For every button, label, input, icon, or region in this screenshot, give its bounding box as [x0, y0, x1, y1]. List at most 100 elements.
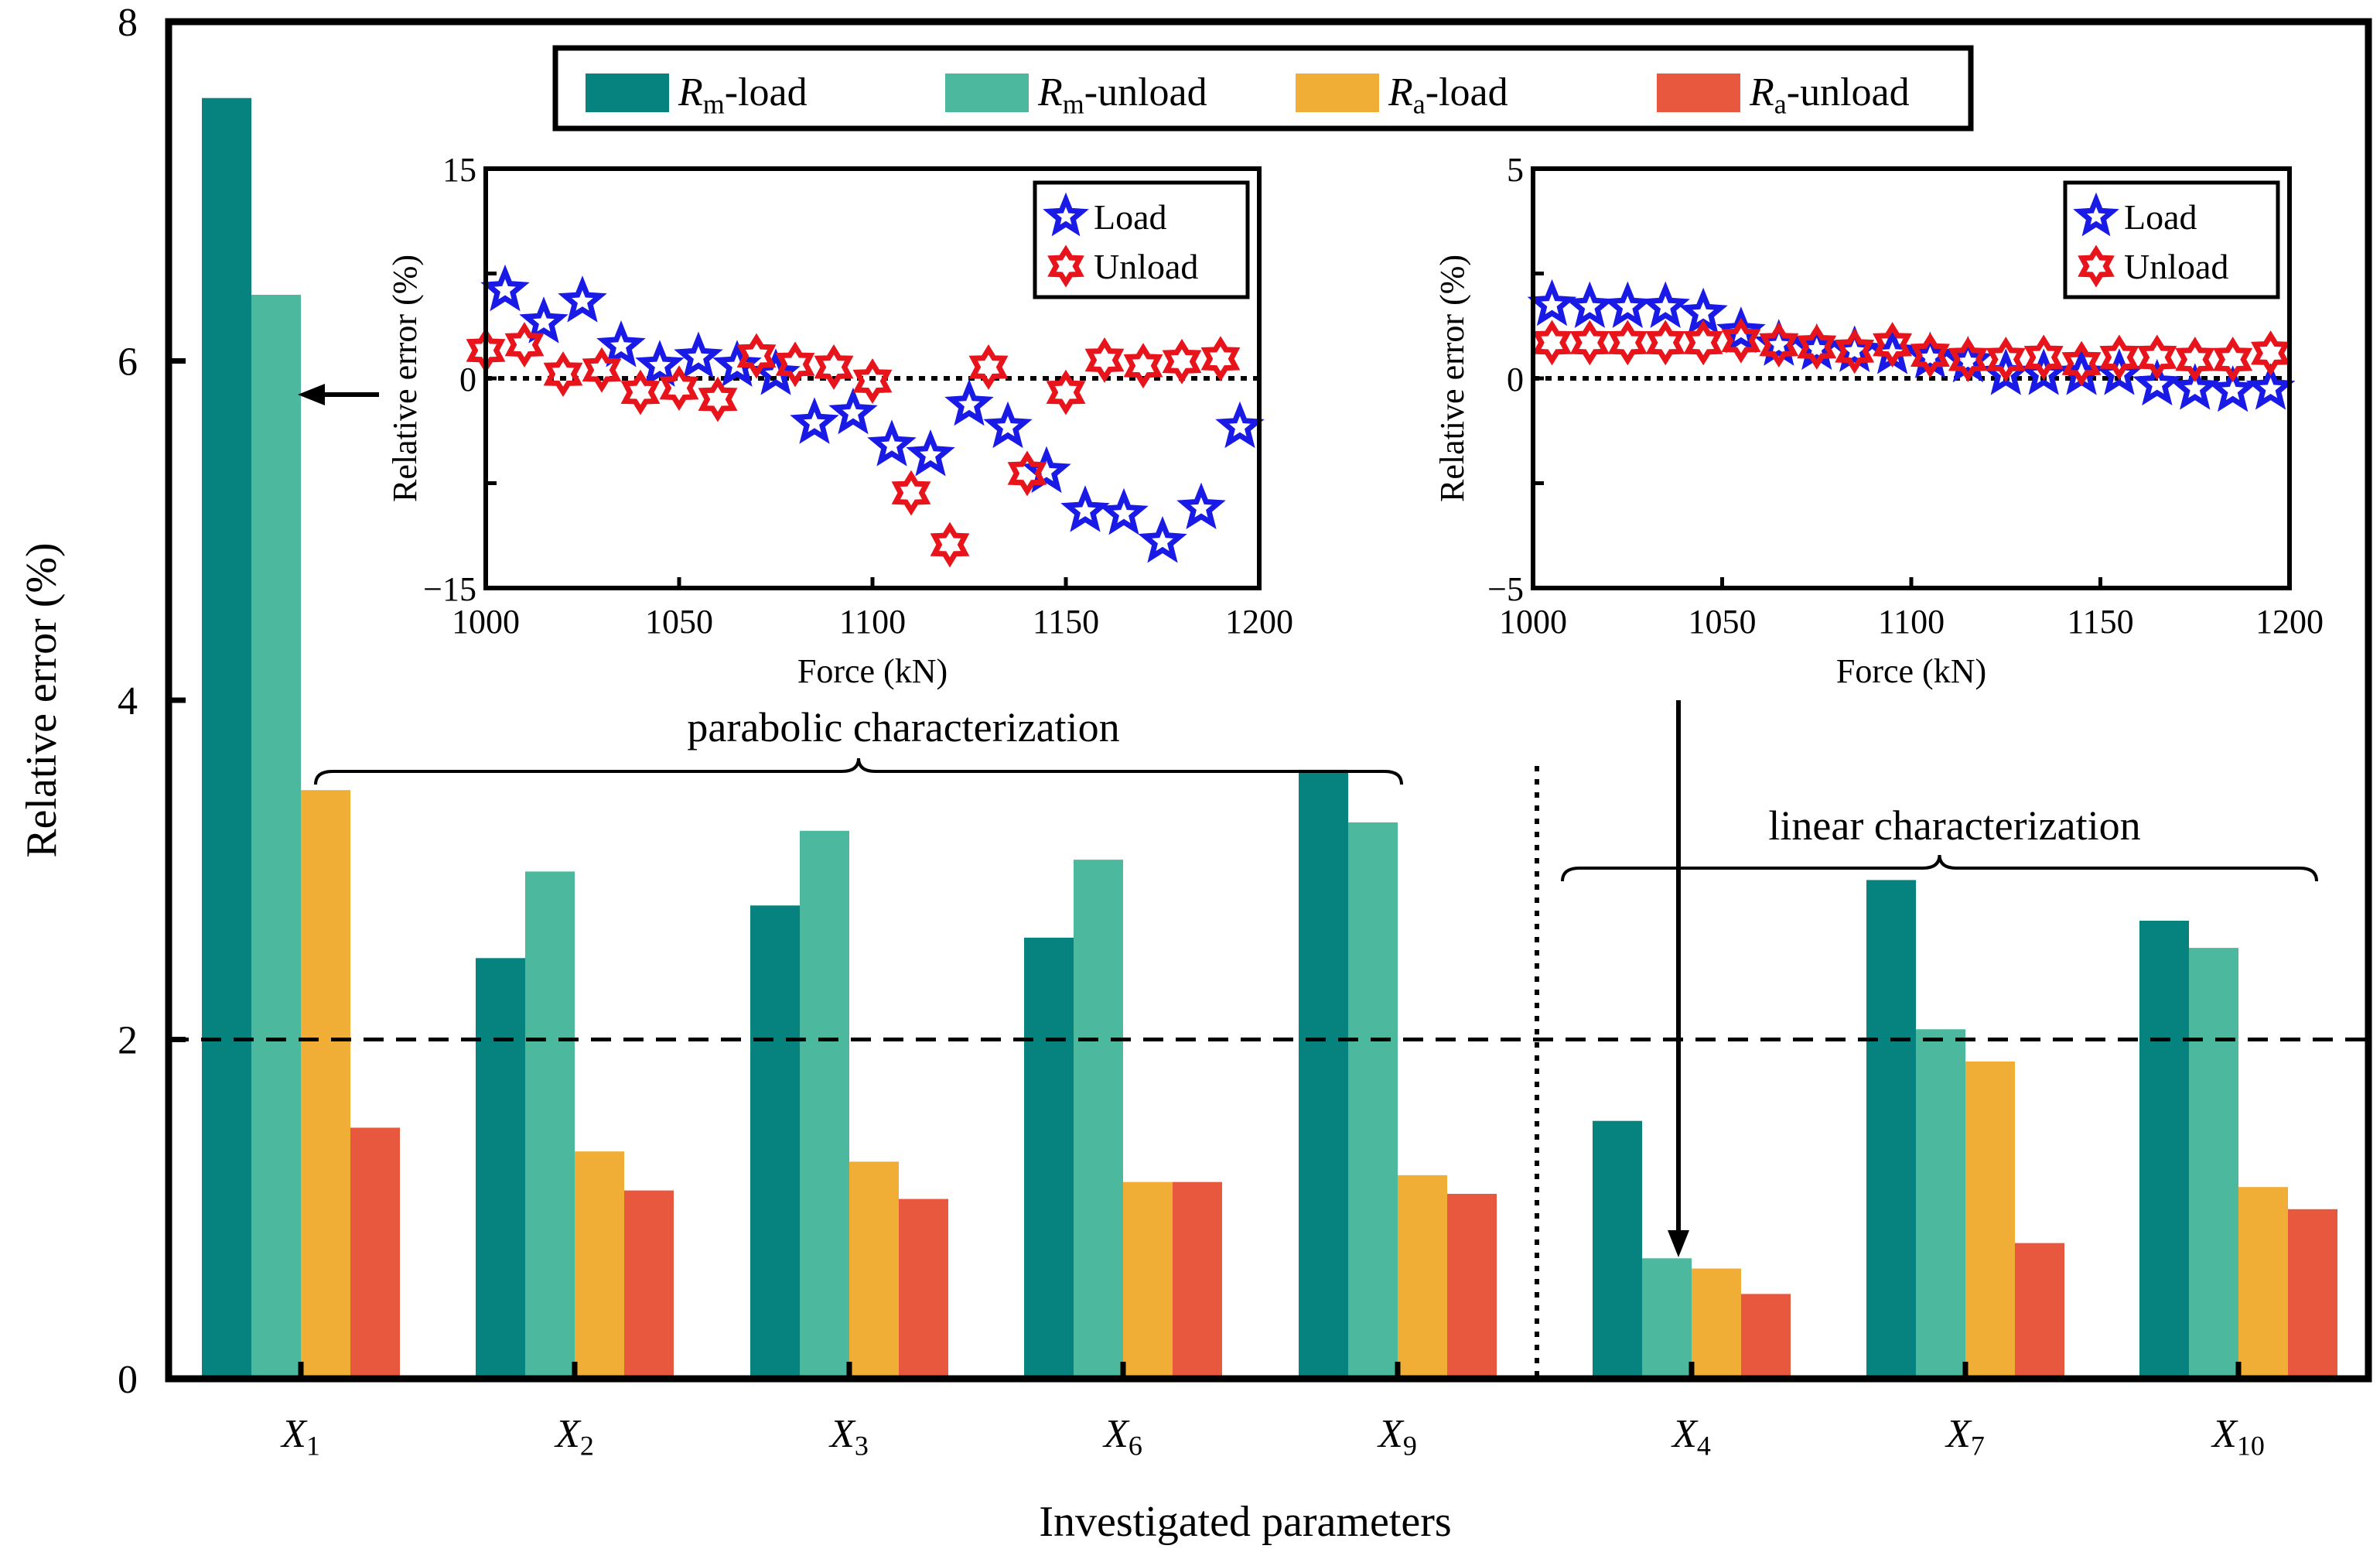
inset1-marker-load-18 — [1176, 482, 1226, 529]
legend-label-ra-unload: Ra-unload — [1749, 70, 1910, 119]
inset1-marker-load-15 — [1060, 485, 1110, 532]
inset1-y-tick-label-0: 15 — [442, 151, 476, 189]
bar-ra-load-x1 — [301, 790, 350, 1379]
bar-ra-unload-x1 — [350, 1127, 400, 1379]
inset1-marker-unload-8 — [775, 341, 815, 388]
inset2-y-tick-label-1: 0 — [1507, 361, 1524, 398]
bar-rm-unload-x9 — [1348, 822, 1398, 1379]
inset2-marker-load-16 — [2132, 358, 2182, 406]
inset2-marker-unload-0 — [1531, 320, 1572, 366]
inset1-legend-label-load: Load — [1094, 197, 1167, 237]
inset2-marker-unload-12 — [1986, 337, 2026, 382]
inset1-y-axis-title: Relative error (%) — [386, 255, 424, 502]
brace-parabolic — [314, 757, 1403, 785]
inset-chart-linear: 1000 1050 1100 1150 1200 5 0 −5 Force (kN) Relati… — [1433, 151, 2324, 690]
inset1-x-tick-label-1100: 1100 — [839, 603, 906, 641]
inset2-x-tick-label-1000: 1000 — [1499, 603, 1567, 641]
inset1-marker-unload-11 — [891, 470, 931, 516]
bar-ra-unload-x6 — [1173, 1181, 1222, 1379]
inset1-marker-load-10 — [867, 419, 917, 467]
bar-ra-load-x6 — [1123, 1181, 1173, 1379]
bar-rm-unload-x7 — [1916, 1029, 1965, 1379]
label-parabolic-characterization: parabolic characterization — [687, 704, 1119, 751]
main-legend: Rm-load Rm-unload Ra-load Ra-unload — [552, 45, 1974, 132]
inset2-marker-unload-6 — [1759, 322, 1799, 368]
inset2-marker-unload-9 — [1873, 322, 1913, 368]
x-tick-label-x7: X7 — [1945, 1412, 1985, 1461]
inset1-marker-load-12 — [944, 378, 994, 426]
bar-rm-load-x6 — [1024, 937, 1074, 1379]
bar-rm-load-x7 — [1866, 880, 1916, 1379]
inset1-marker-load-17 — [1138, 516, 1187, 563]
legend-swatch-ra-load — [1296, 74, 1379, 112]
bar-rm-load-x4 — [1593, 1120, 1642, 1379]
inset1-marker-unload-6 — [698, 376, 738, 422]
inset2-marker-load-17 — [2170, 363, 2220, 410]
bar-rm-unload-x1 — [251, 295, 301, 1379]
inset2-marker-load-5 — [1716, 306, 1766, 354]
inset2-y-tick-label-2: −5 — [1487, 570, 1524, 608]
inset1-y-tick-label-1: 0 — [459, 361, 476, 398]
inset1-marker-load-19 — [1215, 401, 1265, 449]
bar-ra-unload-x3 — [899, 1198, 948, 1379]
bar-rm-load-x1 — [202, 97, 251, 1380]
inset2-x-tick-label-1100: 1100 — [1878, 603, 1945, 641]
legend-label-rm-load: Rm-load — [678, 70, 808, 119]
y-axis-title: Relative error (%) — [18, 542, 66, 857]
inset2-marker-load-19 — [2245, 363, 2296, 410]
legend-label-ra-load: Ra-load — [1388, 70, 1508, 119]
main-bar-chart: 0 2 4 6 8 X1 X2 X3 X6 X9 X4 X7 X10 Investigated param… — [18, 1, 2372, 1546]
inset2-x-axis-title: Force (kN) — [1836, 652, 1986, 690]
inset2-marker-unload-16 — [2137, 334, 2177, 381]
inset1-marker-unload-17 — [1123, 343, 1163, 389]
bar-ra-load-x10 — [2238, 1187, 2288, 1379]
inset2-marker-unload-13 — [2023, 334, 2064, 381]
inset1-marker-unload-9 — [814, 344, 854, 390]
inset1-legend-marker-load — [1043, 192, 1089, 237]
inset1-marker-unload-15 — [1046, 369, 1086, 415]
inset1-legend-marker-unload — [1047, 244, 1084, 288]
bar-ra-load-x4 — [1692, 1268, 1741, 1379]
bar-ra-unload-x2 — [624, 1190, 674, 1379]
inset1-marker-unload-12 — [930, 521, 970, 568]
inset1-marker-load-4 — [635, 340, 685, 387]
inset1-marker-load-3 — [596, 320, 646, 368]
inset2-marker-unload-8 — [1835, 328, 1875, 374]
bar-rm-unload-x2 — [525, 871, 575, 1379]
inset1-marker-load-8 — [790, 397, 839, 444]
inset1-marker-load-1 — [519, 296, 569, 344]
bar-ra-unload-x7 — [2015, 1243, 2064, 1379]
legend-swatch-ra-unload — [1657, 74, 1740, 112]
inset1-x-tick-label-1000: 1000 — [452, 603, 520, 641]
inset2-marker-unload-3 — [1645, 320, 1685, 366]
inset2-marker-unload-11 — [1948, 337, 1988, 382]
inset2-marker-unload-4 — [1683, 320, 1723, 366]
inset2-marker-load-0 — [1527, 279, 1577, 327]
bar-ra-unload-x9 — [1447, 1194, 1497, 1379]
bar-rm-unload-x3 — [800, 830, 849, 1379]
inset2-marker-load-1 — [1565, 281, 1615, 328]
inset1-marker-load-9 — [828, 387, 878, 435]
x-tick-label-x1: X1 — [280, 1412, 320, 1461]
inset2-x-tick-label-1150: 1150 — [2067, 603, 2133, 641]
annotations: parabolic characterization linear charact… — [298, 384, 2318, 1257]
inset1-marker-unload-10 — [852, 358, 893, 405]
inset1-marker-load-2 — [558, 275, 607, 323]
bar-ra-load-x7 — [1965, 1062, 2015, 1379]
inset2-legend-label-unload: Unload — [2124, 247, 2228, 286]
inset1-marker-unload-16 — [1084, 337, 1125, 383]
y-tick-label-8: 8 — [118, 1, 138, 45]
label-linear-characterization: linear characterization — [1768, 802, 2140, 849]
inset2-marker-unload-7 — [1797, 324, 1837, 370]
inset1-marker-unload-19 — [1200, 336, 1241, 382]
x-tick-label-x4: X4 — [1671, 1412, 1711, 1461]
legend-label-rm-unload: Rm-unload — [1037, 70, 1207, 119]
bar-rm-unload-x4 — [1642, 1258, 1692, 1379]
x-tick-label-x6: X6 — [1102, 1412, 1142, 1461]
inset1-marker-unload-4 — [620, 369, 661, 415]
legend-swatch-rm-unload — [945, 74, 1029, 112]
x-tick-label-x2: X2 — [554, 1412, 594, 1461]
inset2-x-tick-label-1050: 1050 — [1689, 603, 1757, 641]
inset1-marker-load-5 — [674, 331, 723, 378]
